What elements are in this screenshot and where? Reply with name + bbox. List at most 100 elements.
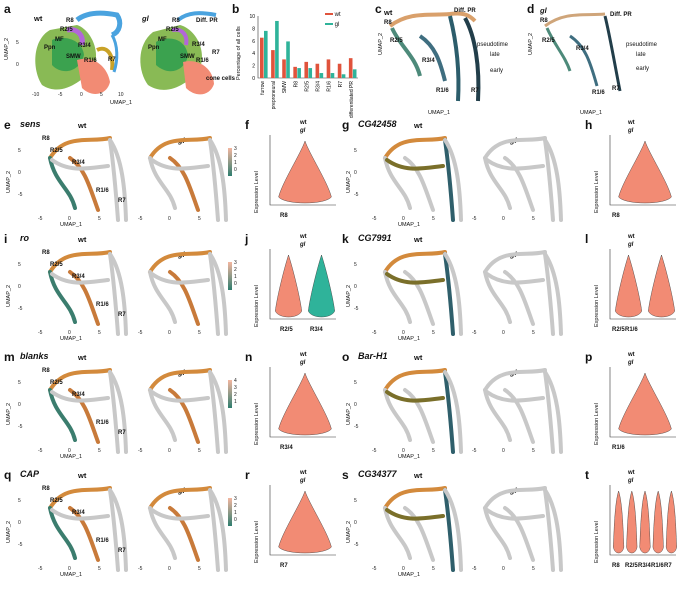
umap-right-gl [483, 368, 563, 454]
axis-label: Expression Level [254, 521, 260, 563]
umap-branch [108, 138, 120, 222]
umap-branch [50, 158, 110, 171]
violin-axes [609, 367, 676, 438]
umap-branch [108, 252, 120, 336]
violin-shape [615, 254, 642, 318]
umap-branch [385, 390, 445, 403]
violin-right [609, 485, 677, 556]
violin-left [269, 485, 336, 556]
umap-branch [483, 250, 547, 274]
legend-late: late [636, 52, 646, 58]
tick: -5 [472, 566, 477, 572]
umap-branch [108, 138, 128, 222]
tick: 0 [168, 330, 171, 336]
gene-name-left: sens [20, 119, 41, 129]
tick: 5 [18, 148, 21, 154]
tick: 0 [354, 170, 357, 176]
umap-branch [483, 156, 512, 210]
umap-branch [485, 508, 545, 521]
gene-name-right: CG34377 [358, 469, 397, 479]
cond-wt: wt [414, 121, 423, 130]
umap-right-wt [383, 136, 463, 222]
tick: -5 [354, 424, 359, 430]
umap-branch [48, 250, 112, 274]
umap-branch [148, 270, 177, 324]
umap-branch [385, 272, 445, 285]
umap-branch [543, 488, 563, 572]
scale-tick: 0 [234, 517, 237, 523]
panel-label-h: h [585, 118, 593, 132]
cluster-label: R2/5 [60, 27, 73, 33]
scale-tick: 2 [234, 392, 237, 398]
cluster-label: SMW [180, 54, 195, 60]
tick: 5 [354, 262, 357, 268]
tick: -5 [138, 448, 143, 454]
cluster-label: R3/4 [192, 42, 205, 48]
panel-label-e: e [4, 118, 11, 132]
axis-label: UMAP_2 [346, 284, 352, 307]
axis-label: Expression Level [594, 171, 600, 213]
legend-title-d: pseudotime [626, 42, 658, 48]
cluster-label: R1/6 [96, 188, 109, 194]
cluster-label: Diff. PR [610, 12, 632, 18]
cluster-label: R2/5 [50, 148, 63, 154]
umap-branch [208, 370, 228, 454]
scale-tick: 1 [234, 399, 237, 405]
tick: -5 [372, 216, 377, 222]
bar-chart-b: 0 2 4 6 8 10 furrow preproneural SMW R8 R2/5 R3/4 R1… [249, 14, 358, 118]
ytick-label: 2 [252, 64, 255, 70]
umap-branch [385, 508, 445, 521]
violin-shape [618, 140, 672, 204]
umap-branch [208, 138, 228, 222]
panel-label-s: s [342, 468, 349, 482]
panel-label-g: g [342, 118, 350, 132]
legend-gl: gl [628, 360, 634, 366]
violin-category: R8 [280, 213, 288, 219]
trajectory-d [544, 12, 622, 92]
category-label: R7 [338, 81, 344, 88]
tick: -5 [18, 192, 23, 198]
cluster-label: R8 [42, 250, 50, 256]
umap-branch [403, 156, 435, 212]
umap-branch [48, 136, 112, 160]
violin-shape [639, 490, 651, 554]
violin-axes [609, 135, 676, 206]
umap-branch [108, 488, 128, 572]
panel-label-t: t [585, 468, 589, 482]
umap-branch [483, 136, 547, 160]
axis-label: UMAP_1 [398, 222, 421, 228]
umap-branch [168, 506, 200, 562]
tick: -5 [472, 216, 477, 222]
umap-branch [383, 136, 447, 160]
tick: 0 [18, 170, 21, 176]
umap-branch [543, 488, 555, 572]
umap-right-gl [483, 486, 563, 572]
scale-tick: 0 [234, 281, 237, 287]
cluster-label: R1/6 [84, 58, 97, 64]
bar-gl-R8 [297, 68, 301, 78]
legend-gl: gl [325, 22, 339, 28]
violin-right [609, 135, 676, 206]
bar-gl-R7 [341, 74, 346, 78]
legend-early: early [636, 66, 650, 72]
umap-branch [108, 370, 128, 454]
panel-label-b: b [232, 2, 240, 16]
axis-label: UMAP_1 [60, 572, 83, 578]
tick: 0 [402, 448, 405, 454]
scale-tick: 3 [234, 496, 237, 502]
tick: -5 [354, 192, 359, 198]
umap-branch [150, 158, 210, 171]
umap-branch [443, 488, 463, 572]
umap-branch [443, 252, 463, 336]
violin-shape [626, 490, 638, 554]
umap-branch [543, 138, 555, 222]
cluster-label: R7 [471, 88, 479, 94]
umap-a-gl [140, 11, 217, 95]
tick: 0 [168, 216, 171, 222]
tick: 0 [402, 330, 405, 336]
violin-left [269, 367, 336, 438]
scale-tick: 2 [234, 153, 237, 159]
umap-branch [150, 390, 210, 403]
scale-tick: 1 [234, 160, 237, 166]
panel-label-a: a [4, 2, 11, 16]
